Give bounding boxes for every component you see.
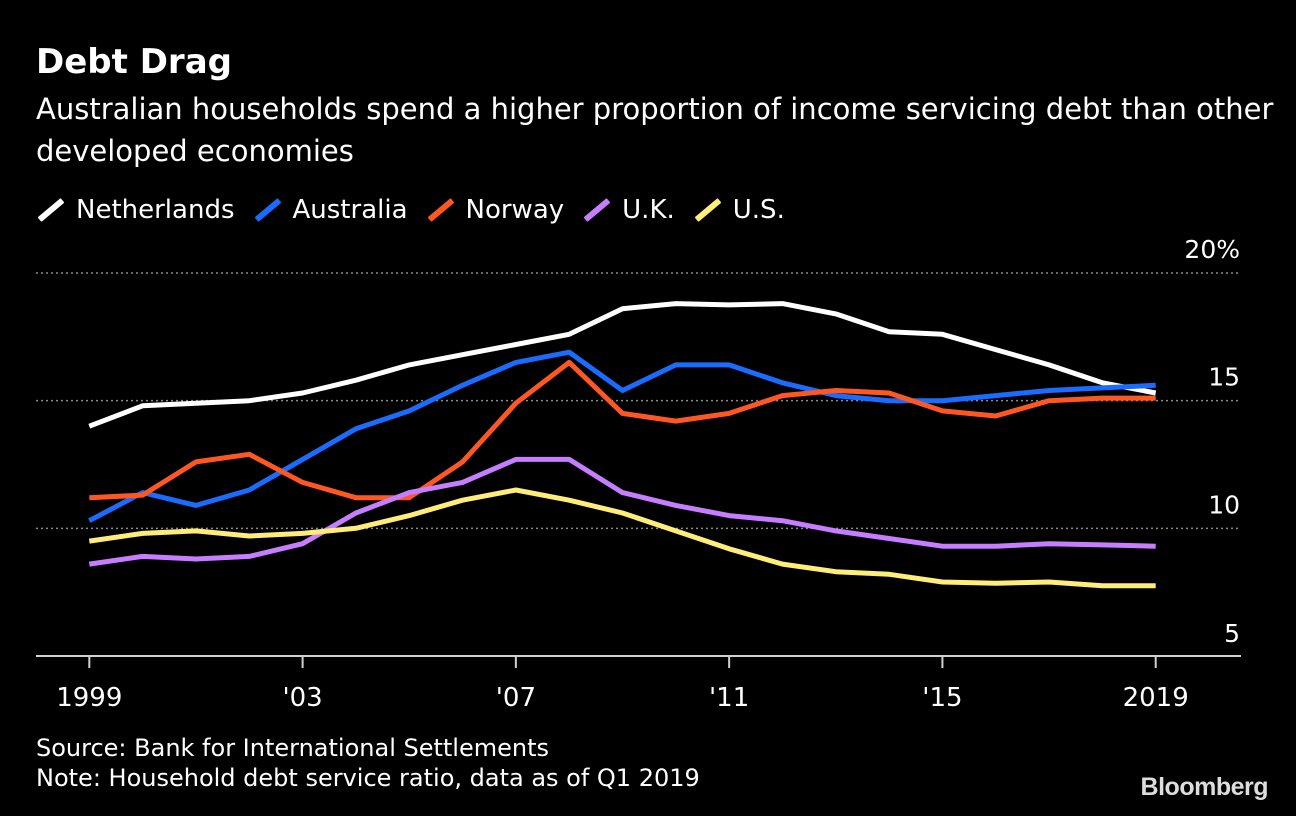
series-line-australia: [88, 349, 1156, 523]
y-tick-label-15: 15: [1208, 363, 1240, 392]
legend-label-uk: U.K.: [622, 195, 675, 225]
x-tick-label-2015: '15: [922, 683, 962, 713]
chart-subtitle: Australian households spend a higher pro…: [36, 92, 1274, 168]
series-line-norway: [89, 359, 1156, 501]
series-line-netherlands: [88, 301, 1157, 429]
legend-label-norway: Norway: [465, 195, 565, 225]
legend-item-netherlands: Netherlands: [36, 195, 235, 225]
series-line-us: [88, 487, 1156, 589]
y-tick-label-5: 5: [1224, 619, 1240, 648]
legend-label-us: U.S.: [732, 195, 785, 225]
source-note: Source: Bank for International Settlemen…: [36, 734, 550, 762]
x-tick-label-2007: '07: [496, 683, 536, 713]
chart-footer: Source: Bank for International Settlemen…: [36, 733, 700, 793]
legend-item-norway: Norway: [426, 195, 565, 225]
x-tick-label-2019: 2019: [1123, 683, 1189, 713]
x-tick-label-2011: '11: [709, 683, 749, 713]
y-tick-label-20: 20%: [1184, 235, 1240, 264]
x-tick-label-1999: 1999: [56, 683, 122, 713]
series-line-uk: [88, 456, 1156, 567]
legend-label-australia: Australia: [292, 195, 408, 225]
legend-label-netherlands: Netherlands: [76, 195, 235, 225]
legend: Netherlands Australia Norway U.K. U.S.: [36, 192, 803, 228]
legend-item-uk: U.K.: [582, 195, 675, 225]
y-tick-label-10: 10: [1208, 490, 1240, 519]
data-note: Note: Household debt service ratio, data…: [36, 764, 700, 792]
legend-item-australia: Australia: [253, 195, 408, 225]
bloomberg-logo: Bloomberg: [1140, 773, 1269, 801]
x-tick-label-2003: '03: [282, 683, 322, 713]
legend-item-us: U.S.: [693, 195, 785, 225]
chart-title: Debt Drag: [36, 42, 232, 82]
